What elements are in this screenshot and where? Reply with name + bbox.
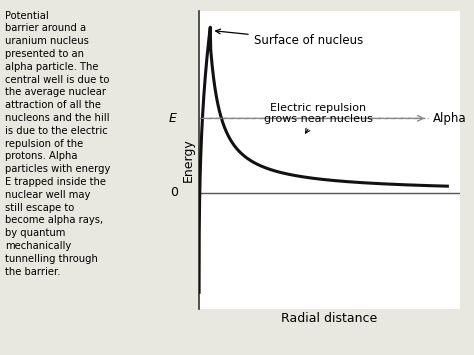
Text: Surface of nucleus: Surface of nucleus [216, 29, 363, 47]
Text: 0: 0 [170, 186, 178, 200]
X-axis label: Radial distance: Radial distance [281, 312, 378, 324]
Text: $E$: $E$ [168, 112, 178, 125]
Text: Potential
barrier around a
uranium nucleus
presented to an
alpha particle. The
c: Potential barrier around a uranium nucle… [5, 11, 110, 277]
Text: Electric repulsion
grows near nucleus: Electric repulsion grows near nucleus [264, 103, 373, 133]
Y-axis label: Energy: Energy [182, 138, 195, 182]
Text: Alpha: Alpha [432, 112, 466, 125]
